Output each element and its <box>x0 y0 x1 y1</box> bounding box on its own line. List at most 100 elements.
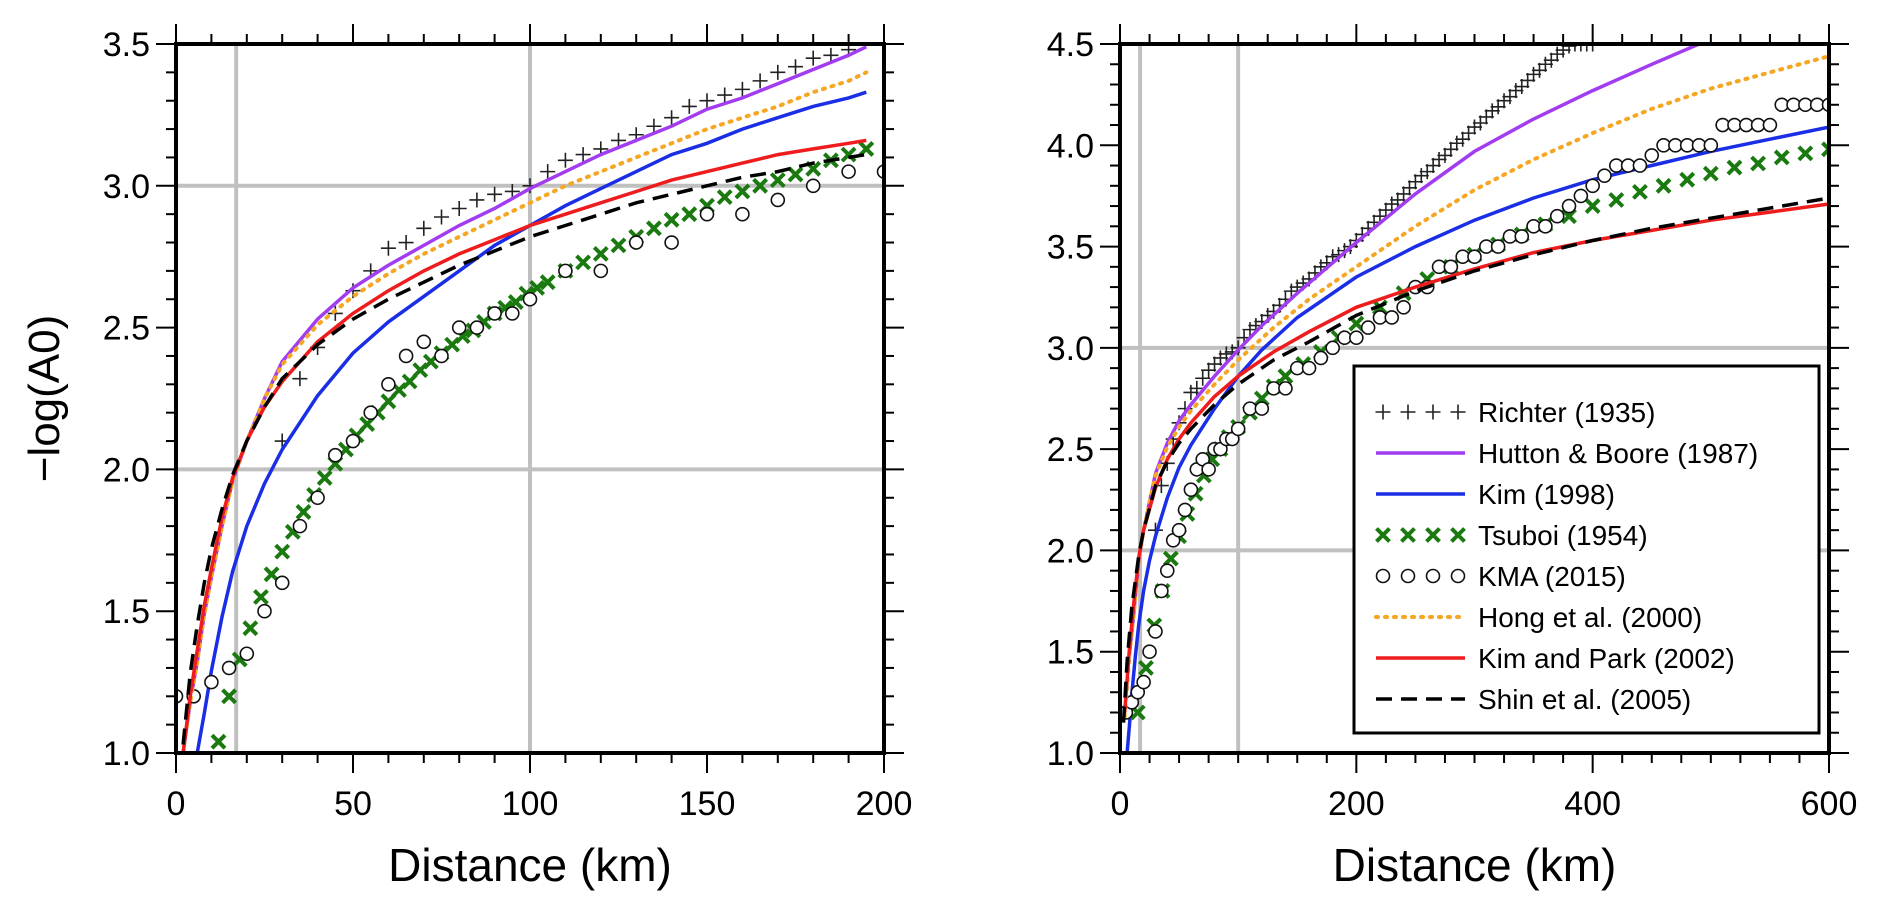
right-y-tick-label: 3.5 <box>1047 229 1094 267</box>
right-series-richter-1935-point <box>1526 66 1542 82</box>
legend-item-kim-1998-label: Kim (1998) <box>1478 479 1615 510</box>
left-series-kma-2015-point <box>558 263 573 279</box>
left-series-richter-1935-point <box>451 200 467 216</box>
legend-item-tsuboi-1954-label: Tsuboi (1954) <box>1478 520 1648 551</box>
left-series-richter-1935-point <box>540 164 556 180</box>
right-series-richter-1935-point <box>1390 192 1406 208</box>
right-series-kma-2015-point <box>1159 563 1175 578</box>
right-series-richter-1935-point <box>1490 99 1506 115</box>
right-series-richter-1935-point <box>1195 370 1211 386</box>
right-series-richter-1935-point <box>1549 46 1565 62</box>
left-series-kma-2015-point <box>469 320 485 335</box>
legend-item-hong-et-al-2000: Hong et al. (2000) <box>1374 602 1702 633</box>
left-series-tsuboi-1954-point <box>242 620 259 637</box>
legend-item-hutton-boore-1987-label: Hutton & Boore (1987) <box>1478 438 1758 469</box>
right-y-tick-label: 4.0 <box>1047 127 1094 165</box>
right-series-richter-1935-point <box>1449 135 1465 151</box>
right-series-kma-2015-point <box>1467 249 1482 265</box>
right-series-kma-2015-point <box>1585 178 1600 194</box>
right-series-kma-2015-point <box>1549 208 1565 224</box>
right-series-tsuboi-1954-point <box>1773 149 1790 166</box>
right-series-richter-1935-point <box>1402 180 1418 196</box>
legend-item-tsuboi-1954-swatch <box>1450 527 1466 543</box>
left-series-tsuboi-1954-point <box>858 141 875 157</box>
left-y-tick-label: 3.5 <box>103 26 150 64</box>
right-series-kma-2015-point <box>1201 462 1216 477</box>
left-series-kma-2015-point <box>239 646 255 662</box>
right-series-kma-2015-point <box>1171 522 1187 538</box>
right-series-kma-2015-point <box>1183 482 1199 497</box>
right-series-kma-2015-point <box>1301 360 1317 376</box>
right-series-kma-2015-point <box>1177 502 1193 518</box>
right-series-kma-2015 <box>1120 97 1829 720</box>
left-series-hutton-boore-1987 <box>181 45 868 753</box>
right-series-kma-2015-point <box>1561 198 1577 214</box>
right-series-tsuboi-1954-point <box>1797 145 1814 162</box>
left-y-axis-label: −log(A0) <box>20 315 69 483</box>
left-series-kma-2015-point <box>257 603 272 619</box>
left-series-kma-2015-point <box>363 405 379 420</box>
right-series-kma-2015-point <box>1573 188 1589 204</box>
legend-item-tsuboi-1954-swatch <box>1400 527 1416 543</box>
right-series-kma-2015-point <box>1254 401 1270 416</box>
right-series-richter-1935-point <box>1502 89 1518 105</box>
left-series-tsuboi-1954-point <box>769 172 786 189</box>
left-x-tick-label: 150 <box>679 785 736 823</box>
left-series-richter-1935-point <box>575 147 591 163</box>
right-y-tick-label: 1.5 <box>1047 634 1094 672</box>
left-series-tsuboi-1954-point <box>840 146 857 163</box>
right-x-axis-label: Distance (km) <box>1333 839 1617 891</box>
right-series-kma-2015-point <box>1597 168 1612 183</box>
left-series-tsuboi-1954-point <box>221 688 238 705</box>
left-y-tick-label: 2.0 <box>103 451 150 489</box>
left-series-kim-and-park-2002 <box>181 138 867 753</box>
legend-item-tsuboi-1954-swatch <box>1425 527 1441 543</box>
left-y-tick-label: 3.0 <box>103 168 150 206</box>
left-series-kma-2015-point <box>770 192 786 208</box>
left-series-tsuboi-1954-point <box>752 177 769 194</box>
legend-item-kim-and-park-2002-label: Kim and Park (2002) <box>1478 643 1735 674</box>
right-x-tick-label: 0 <box>1111 785 1130 823</box>
right-series-richter-1935-point <box>1443 141 1459 157</box>
left-series-tsuboi-1954-point <box>681 206 698 223</box>
right-series-richter-1935-point <box>1508 83 1524 99</box>
right-series-tsuboi-1954-point <box>1632 183 1648 200</box>
legend-item-richter-1935-swatch <box>1425 404 1441 420</box>
right-series-kma-2015-point <box>1490 239 1506 254</box>
left-series-kma-2015-point <box>434 348 449 364</box>
left-series-richter-1935-point <box>380 240 396 256</box>
right-series-kma-2015-point <box>1538 219 1553 234</box>
legend-item-hong-et-al-2000-label: Hong et al. (2000) <box>1478 602 1702 633</box>
right-series-richter-1935-point <box>1218 346 1234 362</box>
left-series-tsuboi-1954-point <box>263 566 280 583</box>
legend-item-kim-and-park-2002: Kim and Park (2002) <box>1376 643 1735 674</box>
left-series-richter-1935-point <box>664 110 680 126</box>
right-series-kma-2015-point <box>1703 137 1719 153</box>
left-series-tsuboi-1954-point <box>401 373 418 390</box>
left-series-richter-1935-point <box>699 93 715 109</box>
right-series-kma-2015-point <box>1278 381 1293 396</box>
right-series-shin-et-al-2005 <box>1121 196 1829 723</box>
legend-item-shin-et-al-2005-label: Shin et al. (2005) <box>1478 684 1691 715</box>
left-series-tsuboi-1954-point <box>610 237 627 254</box>
right-series-richter-1935-point <box>1242 322 1258 338</box>
right-series-tsuboi-1954-point <box>1750 155 1767 172</box>
right-panel: 0 200 400 600 1.0 1.5 2.0 2.5 3.0 3.5 4.0 4.5 Dista… <box>1047 24 1857 891</box>
right-series-richter-1935-point <box>1461 125 1477 141</box>
right-series-richter-1935-point <box>1212 350 1228 366</box>
left-series-richter-1935-point <box>416 220 432 236</box>
left-series-richter-1935-point <box>611 132 626 148</box>
left-series-richter-1935-point <box>398 235 414 251</box>
right-series-richter-1935-point <box>1201 362 1217 378</box>
left-series-kma-2015-point <box>381 377 396 392</box>
left-series-tsuboi-1954-point <box>316 469 333 486</box>
left-series-richter-1935-point <box>805 50 821 66</box>
left-y-tick-label: 1.0 <box>103 735 150 773</box>
right-series-tsuboi-1954-point <box>1702 165 1719 182</box>
left-series-richter-1935-point <box>434 209 449 225</box>
right-series-kma-2015-point <box>1384 310 1400 325</box>
left-series-tsuboi-1954-point <box>210 733 227 750</box>
left-series-richter-1935-point <box>717 87 733 103</box>
left-series-kma-2015-point <box>664 235 679 250</box>
